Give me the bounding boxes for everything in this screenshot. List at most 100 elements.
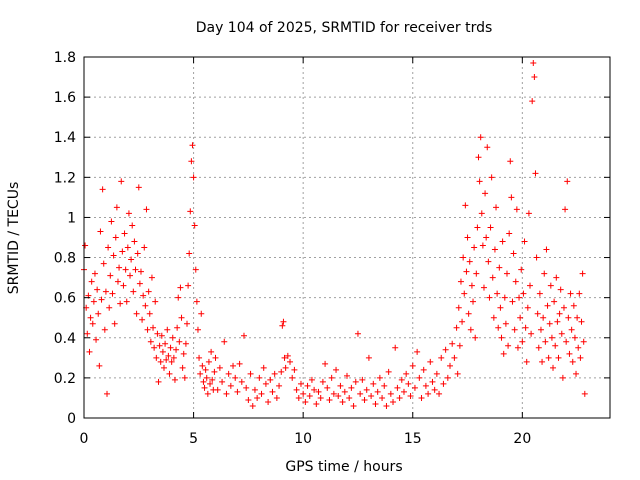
- data-point: [440, 380, 447, 387]
- data-point: [166, 370, 173, 377]
- data-point: [392, 344, 399, 351]
- data-point: [545, 354, 552, 361]
- data-point: [581, 390, 588, 397]
- data-point: [533, 254, 540, 261]
- data-point: [466, 258, 473, 265]
- data-point: [106, 304, 113, 311]
- data-point: [383, 402, 390, 409]
- data-point: [122, 266, 129, 273]
- data-point: [461, 290, 468, 297]
- data-point: [91, 270, 98, 277]
- data-point: [387, 390, 394, 397]
- data-point: [287, 358, 294, 365]
- data-point: [541, 270, 548, 277]
- data-point: [153, 354, 160, 361]
- data-point: [123, 298, 130, 305]
- data-point: [174, 324, 181, 331]
- data-point: [190, 174, 197, 181]
- data-point: [102, 288, 109, 295]
- y-tick-label: 1.4: [54, 130, 76, 146]
- data-point: [155, 378, 162, 385]
- y-tick-label: 1: [67, 210, 76, 226]
- data-point: [580, 338, 587, 345]
- data-point: [390, 398, 397, 405]
- grid-lines: [84, 57, 610, 418]
- data-point: [511, 326, 518, 333]
- data-point: [442, 346, 449, 353]
- data-point: [145, 288, 152, 295]
- data-point: [411, 384, 418, 391]
- data-point: [394, 384, 401, 391]
- data-point: [554, 318, 561, 325]
- data-point: [249, 402, 256, 409]
- data-point: [398, 376, 405, 383]
- data-point: [160, 364, 167, 371]
- data-point: [152, 298, 159, 305]
- data-point: [125, 210, 132, 217]
- data-point: [420, 366, 427, 373]
- data-point: [238, 378, 245, 385]
- data-point: [555, 354, 562, 361]
- data-point: [475, 154, 482, 161]
- x-tick-label: 0: [80, 431, 89, 447]
- data-point: [565, 314, 572, 321]
- data-point: [136, 280, 143, 287]
- data-point: [158, 332, 165, 339]
- data-point: [508, 194, 515, 201]
- data-point: [532, 170, 539, 177]
- data-point: [187, 208, 194, 215]
- data-point: [471, 244, 478, 251]
- data-point: [453, 324, 460, 331]
- data-point: [128, 256, 135, 263]
- data-point: [416, 374, 423, 381]
- data-point: [150, 324, 157, 331]
- data-point: [464, 234, 471, 241]
- data-point: [291, 366, 298, 373]
- data-point: [381, 382, 388, 389]
- data-point: [282, 364, 289, 371]
- data-point: [197, 370, 204, 377]
- data-point: [337, 382, 344, 389]
- data-point: [547, 282, 554, 289]
- data-point: [194, 326, 201, 333]
- data-point: [522, 324, 529, 331]
- data-point: [476, 178, 483, 185]
- data-point: [119, 248, 126, 255]
- data-point: [550, 364, 557, 371]
- data-point: [513, 206, 520, 213]
- data-point: [429, 378, 436, 385]
- data-point: [201, 384, 208, 391]
- data-point: [317, 394, 324, 401]
- data-point: [502, 320, 509, 327]
- y-axis-label: SRMTID / TECUs: [6, 182, 22, 295]
- data-point: [168, 358, 175, 365]
- data-point: [169, 334, 176, 341]
- data-point: [544, 302, 551, 309]
- y-tick-label: 0: [67, 411, 76, 427]
- data-point: [459, 318, 466, 325]
- y-tick-label: 1.6: [54, 90, 76, 106]
- data-point: [479, 242, 486, 249]
- data-point: [569, 358, 576, 365]
- x-tick-label: 20: [513, 431, 531, 447]
- data-point: [488, 174, 495, 181]
- data-point: [93, 336, 100, 343]
- data-point: [563, 338, 570, 345]
- data-point: [104, 390, 111, 397]
- data-point: [212, 354, 219, 361]
- data-point: [578, 318, 585, 325]
- data-point: [520, 290, 527, 297]
- data-point: [460, 254, 467, 261]
- data-point: [493, 204, 500, 211]
- data-point: [576, 290, 583, 297]
- data-point: [107, 272, 114, 279]
- data-point: [251, 386, 258, 393]
- data-point: [232, 374, 239, 381]
- data-point: [236, 360, 243, 367]
- data-point: [295, 394, 302, 401]
- data-point: [457, 278, 464, 285]
- data-point: [529, 98, 536, 105]
- data-point: [567, 290, 574, 297]
- data-point: [542, 338, 549, 345]
